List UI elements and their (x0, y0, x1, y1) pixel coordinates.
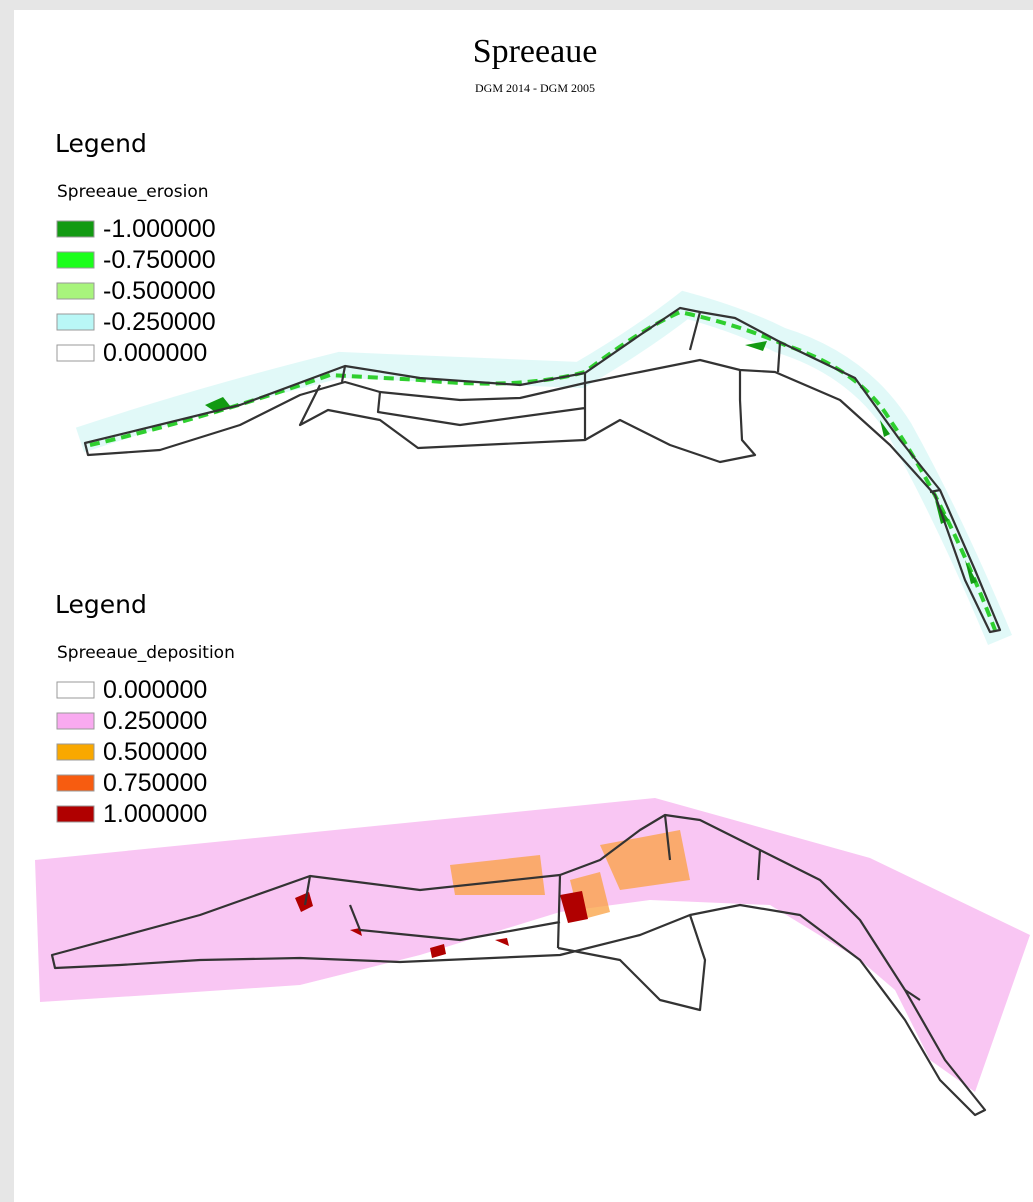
legend-swatch (57, 221, 94, 237)
legend-label: -0.500000 (103, 277, 216, 305)
legend-label: 0.750000 (103, 769, 207, 797)
legend-swatch (57, 283, 94, 299)
legend-layer: Spreeaue_erosion (57, 182, 209, 202)
legend-label: 0.000000 (103, 676, 207, 704)
legend-swatch (57, 744, 94, 760)
legend-label: 0.500000 (103, 738, 207, 766)
legend-heading: Legend (55, 590, 147, 619)
legend-label: 0.000000 (103, 339, 207, 367)
page: Spreeaue DGM 2014 - DGM 2005 Legend Spree… (0, 0, 1033, 1202)
erosion-haze (80, 305, 1000, 640)
map-subtitle: DGM 2014 - DGM 2005 (475, 81, 595, 95)
erosion-outline (85, 308, 1000, 632)
legend-label: -0.250000 (103, 308, 216, 336)
legend-label: 0.250000 (103, 707, 207, 735)
legend-swatch (57, 682, 94, 698)
erosion-map (80, 305, 1000, 640)
deposition-map (35, 798, 1030, 1115)
legend-heading: Legend (55, 129, 147, 158)
legend-swatch (57, 252, 94, 268)
deposition-area (35, 798, 1030, 1092)
legend-swatch (57, 806, 94, 822)
legend-label: -1.000000 (103, 215, 216, 243)
legend-swatch (57, 314, 94, 330)
erosion-strip (90, 312, 995, 630)
legend-swatch (57, 345, 94, 361)
legend-label: 1.000000 (103, 800, 207, 828)
legend-swatch (57, 713, 94, 729)
legend-label: -0.750000 (103, 246, 216, 274)
legend-layer: Spreeaue_deposition (57, 643, 235, 663)
map-canvas: Spreeaue DGM 2014 - DGM 2005 Legend Spree… (0, 0, 1033, 1202)
legend-swatch (57, 775, 94, 791)
map-title: Spreeaue (473, 33, 598, 70)
